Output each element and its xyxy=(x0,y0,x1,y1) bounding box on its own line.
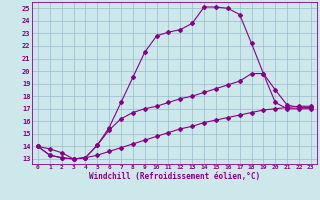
X-axis label: Windchill (Refroidissement éolien,°C): Windchill (Refroidissement éolien,°C) xyxy=(89,172,260,181)
